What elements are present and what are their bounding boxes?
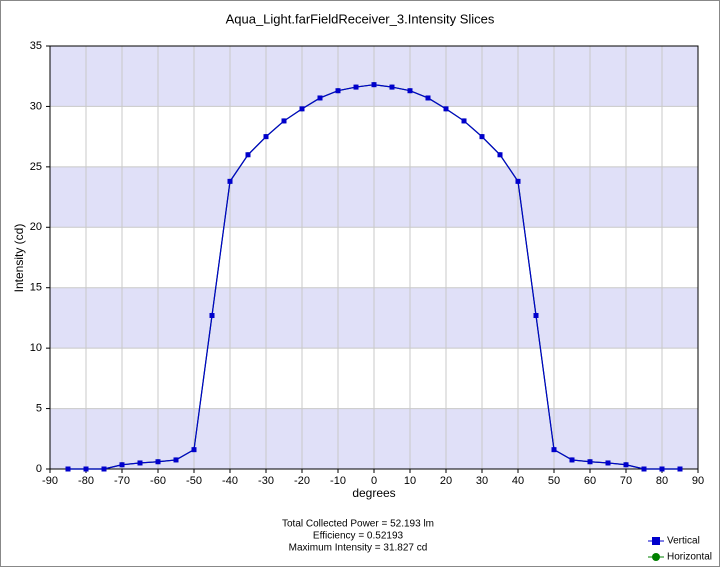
point [173,457,179,463]
legend-marker [652,553,660,561]
annotation: Total Collected Power = 52.193 lm [282,519,434,530]
point [83,466,89,472]
point [443,106,449,112]
point [353,84,359,90]
point [101,466,107,472]
point [263,134,269,140]
point [299,106,305,112]
y-axis-label: Intensity (cd) [12,224,26,293]
point [371,82,377,88]
plot-border [49,45,699,470]
point [677,466,683,472]
x-tick-label: -20 [294,475,310,487]
y-tick-label: 15 [30,282,42,294]
point [281,118,287,124]
point [641,466,647,472]
point [461,118,467,124]
legend-marker [652,537,660,545]
point [659,466,665,472]
x-tick-label: 40 [512,475,524,487]
annotation: Maximum Intensity = 31.827 cd [289,543,428,554]
point [569,457,575,463]
point [191,447,197,453]
point [587,459,593,465]
point [425,95,431,101]
point [209,313,215,319]
x-tick-label: 70 [620,475,632,487]
point [623,462,629,468]
x-tick-label: -40 [222,475,238,487]
point [119,462,125,468]
x-tick-label: 90 [692,475,704,487]
point [479,134,485,140]
point [533,313,539,319]
x-tick-label: 30 [476,475,488,487]
legend-label: Horizontal [667,552,712,563]
legend-label: Vertical [667,536,700,547]
y-tick-label: 30 [30,100,42,112]
x-tick-label: -10 [330,475,346,487]
point [515,178,521,184]
point [155,459,161,465]
x-tick-label: -50 [186,475,202,487]
point [227,178,233,184]
x-tick-label: -80 [78,475,94,487]
x-tick-label: -70 [114,475,130,487]
point [497,152,503,158]
x-tick-label: 80 [656,475,668,487]
y-tick-label: 25 [30,161,42,173]
point [317,95,323,101]
x-tick-label: 60 [584,475,596,487]
x-tick-label: -30 [258,475,274,487]
annotation: Efficiency = 0.52193 [313,531,404,542]
chart-title: Aqua_Light.farFieldReceiver_3.Intensity … [226,11,495,26]
y-tick-label: 5 [36,402,42,414]
point [65,466,71,472]
y-tick-label: 10 [30,342,42,354]
x-tick-label: -90 [42,475,58,487]
point [245,152,251,158]
point [407,88,413,94]
y-tick-label: 0 [36,463,42,475]
x-tick-label: -60 [150,475,166,487]
point [137,460,143,466]
y-tick-label: 20 [30,221,42,233]
y-tick-label: 35 [30,40,42,52]
point [551,447,557,453]
x-tick-label: 50 [548,475,560,487]
x-axis-label: degrees [352,486,395,500]
x-tick-label: 20 [440,475,452,487]
point [605,460,611,466]
point [335,88,341,94]
point [389,84,395,90]
x-tick-label: 10 [404,475,416,487]
x-tick-label: 0 [371,475,377,487]
